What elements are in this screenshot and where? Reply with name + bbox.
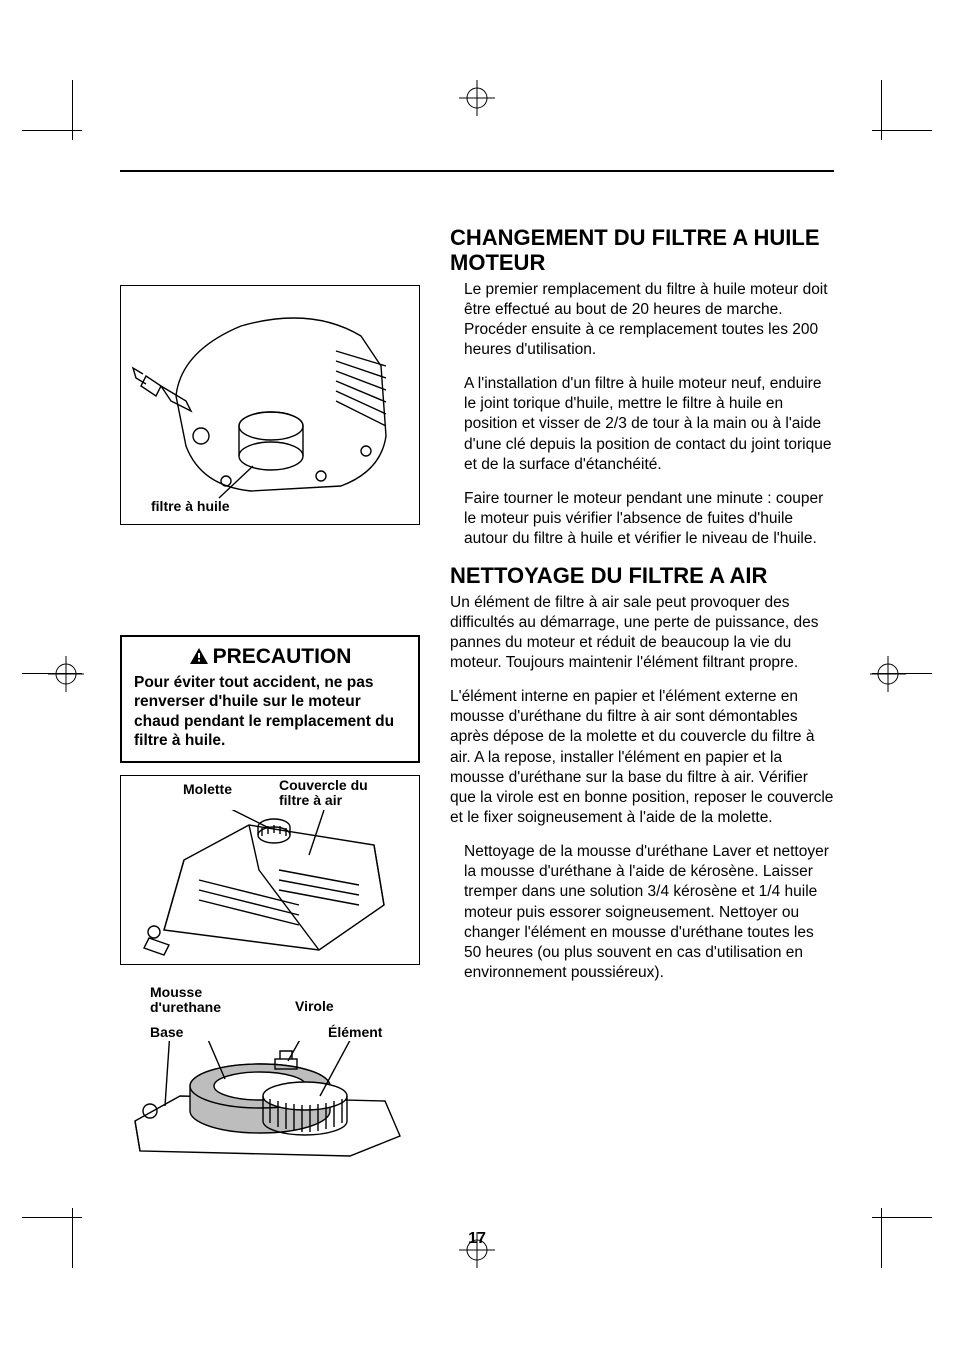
- oil-filter-illustration: [131, 296, 411, 516]
- registration-mark-left: [48, 656, 84, 692]
- warning-icon: [189, 647, 209, 671]
- top-rule: [120, 170, 834, 172]
- figure-air-filter-exploded: Mousse d'urethane Virole Base Élément: [120, 985, 420, 1155]
- figure-air-filter-cover: Molette Couvercle du filtre à air: [120, 775, 420, 965]
- air-cover-illustration: [129, 810, 413, 960]
- section-oil-filter-p1: Le premier remplacement du filtre à huil…: [464, 280, 834, 361]
- left-column: filtre à huile PRECAUTION Pour éviter to…: [120, 225, 420, 1155]
- section-air-filter-title: NETTOYAGE DU FILTRE A AIR: [450, 563, 834, 588]
- section-oil-filter-p3: Faire tourner le moteur pendant une minu…: [464, 489, 834, 549]
- label-mousse: Mousse d'urethane: [150, 985, 240, 1016]
- precaution-title: PRECAUTION: [134, 645, 406, 671]
- page-number: 17: [120, 1230, 834, 1248]
- section-oil-filter-title: CHANGEMENT DU FILTRE A HUILE MOTEUR: [450, 225, 834, 276]
- registration-mark-top: [459, 80, 495, 116]
- precaution-title-text: PRECAUTION: [213, 645, 352, 668]
- label-molette: Molette: [183, 782, 232, 797]
- figure-oil-filter: filtre à huile: [120, 285, 420, 525]
- precaution-body: Pour éviter tout accident, ne pas renver…: [134, 673, 406, 751]
- precaution-box: PRECAUTION Pour éviter tout accident, ne…: [120, 635, 420, 763]
- right-column: CHANGEMENT DU FILTRE A HUILE MOTEUR Le p…: [450, 225, 834, 1155]
- label-element: Élément: [328, 1025, 382, 1040]
- section-oil-filter-p2: A l'installation d'un filtre à huile mot…: [464, 374, 834, 475]
- registration-mark-right: [870, 656, 906, 692]
- section-air-filter-p3: Nettoyage de la mousse d'uréthane Laver …: [464, 842, 834, 983]
- label-virole: Virole: [295, 999, 334, 1014]
- label-couvercle: Couvercle du filtre à air: [279, 778, 389, 809]
- section-air-filter-p2: L'élément interne en papier et l'élément…: [450, 687, 834, 828]
- section-air-filter-p1: Un élément de filtre à air sale peut pro…: [450, 593, 834, 674]
- label-base: Base: [150, 1025, 183, 1040]
- air-exploded-illustration: [120, 1041, 420, 1161]
- label-oil-filter: filtre à huile: [151, 499, 230, 514]
